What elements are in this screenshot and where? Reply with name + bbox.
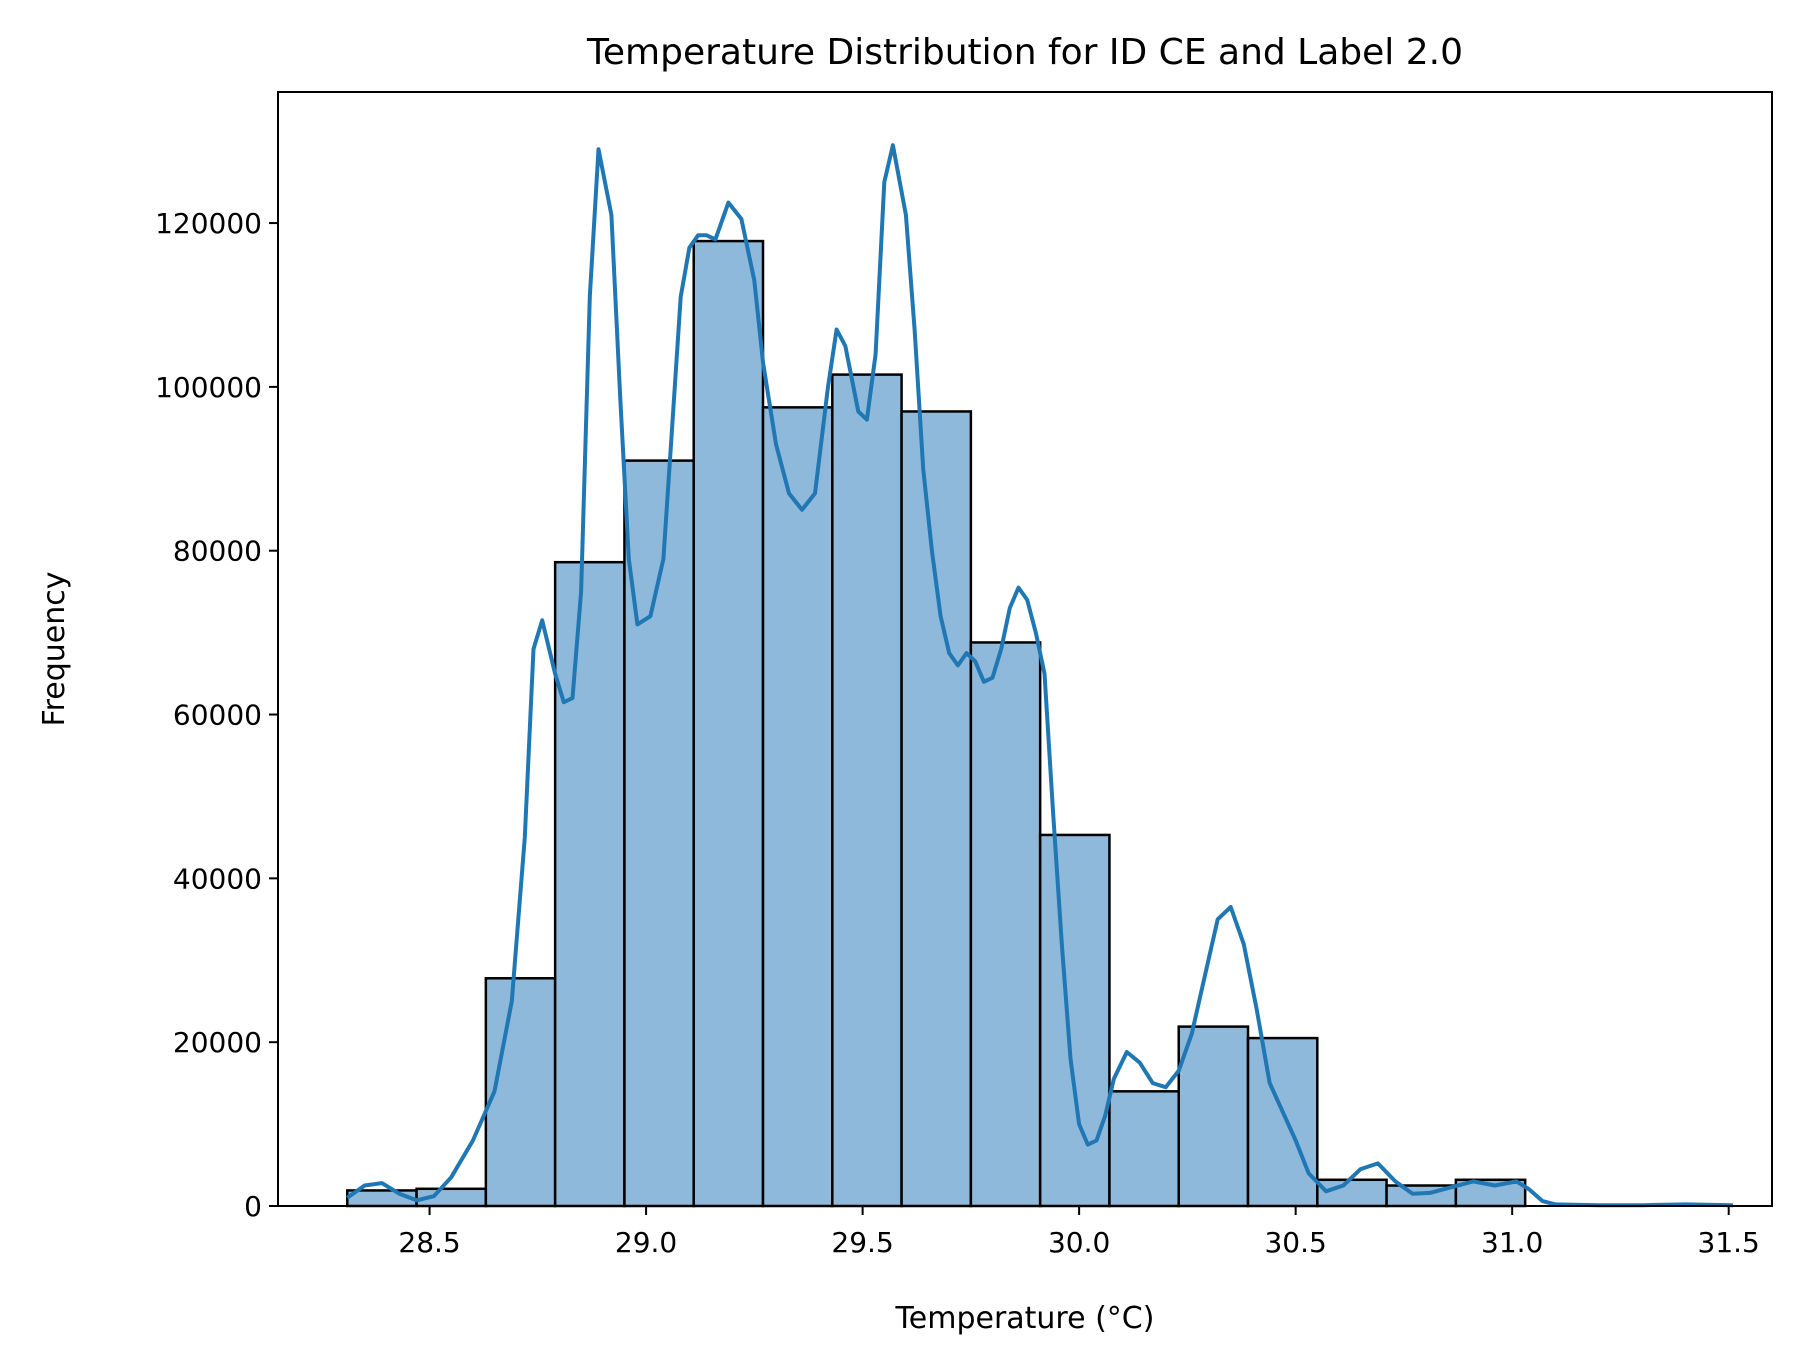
x-tick-label: 29.5	[831, 1226, 893, 1259]
y-tick-label: 120000	[155, 207, 262, 240]
histogram-bar	[692, 239, 765, 1208]
histogram-bar	[1316, 1178, 1388, 1208]
x-tick-label: 30.5	[1264, 1226, 1326, 1259]
y-tick-label: 100000	[155, 371, 262, 404]
x-tick-label: 31.5	[1698, 1226, 1760, 1259]
y-axis-label: Frequency	[37, 572, 72, 727]
histogram-bar	[900, 410, 973, 1208]
histogram-bar	[553, 560, 626, 1208]
x-tick-label: 31.0	[1481, 1226, 1543, 1259]
bars-layer	[346, 239, 1527, 1208]
y-axis-ticks: 0 20000 40000 60000 80000 100000 120000	[155, 207, 278, 1223]
kde-curve	[346, 143, 1734, 1208]
y-tick-label: 60000	[173, 699, 262, 732]
x-tick-label: 29.0	[615, 1226, 677, 1259]
plot-area-frame	[277, 91, 1773, 1207]
y-tick-label: 40000	[173, 862, 262, 895]
chart-title: Temperature Distribution for ID CE and L…	[586, 32, 1463, 73]
x-axis-label: Temperature (°C)	[895, 1301, 1155, 1336]
x-tick-label: 28.5	[398, 1226, 460, 1259]
histogram-bar	[831, 373, 903, 1208]
histogram-bar	[761, 406, 834, 1208]
x-tick-label: 30.0	[1048, 1226, 1110, 1259]
x-axis-ticks: 28.5 29.0 29.5 30.0 30.5 31.0 31.5	[398, 1206, 1760, 1259]
histogram-bar	[1108, 1090, 1180, 1208]
histogram-bar	[1038, 833, 1111, 1208]
histogram-bar	[1246, 1036, 1319, 1208]
y-tick-label: 20000	[173, 1026, 262, 1059]
y-tick-label: 80000	[173, 535, 262, 568]
histogram-bar	[1177, 1025, 1250, 1208]
histogram-bar	[969, 641, 1042, 1208]
y-tick-label: 0	[244, 1190, 262, 1223]
